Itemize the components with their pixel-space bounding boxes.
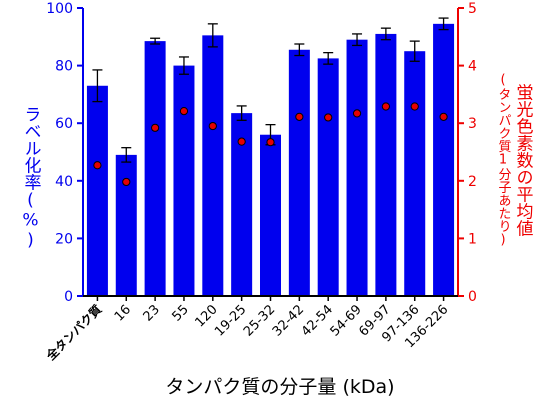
y-tick-label-left: 40 (55, 174, 73, 190)
x-tick-label: 23 (141, 302, 163, 324)
data-point (352, 109, 362, 118)
data-point (208, 121, 217, 131)
y-tick-label-right: 3 (468, 116, 477, 132)
bar (288, 49, 310, 297)
error-bars (92, 17, 449, 163)
data-point (381, 102, 390, 111)
bar (317, 58, 339, 297)
bar (404, 51, 426, 297)
y-axis-label-left: ラベル化率(%) (20, 105, 41, 251)
bar (115, 154, 137, 296)
bar (375, 33, 397, 297)
bar (86, 85, 108, 296)
bar (231, 113, 253, 297)
y-tick-label-left: 100 (46, 1, 73, 17)
y-tick-label-right: 4 (468, 59, 477, 75)
y-tick-label-right: 5 (468, 1, 477, 17)
bar (260, 134, 281, 296)
bar (346, 39, 368, 297)
data-point (324, 113, 333, 122)
y-axis-label-right-sub: (タンパク質1分子あたり) (495, 72, 511, 248)
data-point (266, 138, 275, 147)
data-point (295, 112, 304, 121)
y-tick-label-left: 20 (55, 231, 73, 247)
bar (144, 41, 166, 297)
data-point (93, 161, 102, 170)
x-axis-label: タンパク質の分子量 (kDa) (165, 376, 395, 398)
bar (202, 35, 224, 297)
x-tick-label: 55 (169, 302, 191, 324)
x-tick-label: 54-69 (328, 302, 365, 339)
y-axis-label-right: 蛍光色素数の平均値 (512, 83, 533, 237)
markers (93, 102, 448, 187)
y-tick-label-left: 80 (55, 59, 73, 75)
bar (173, 65, 195, 296)
axes (77, 7, 464, 301)
y-tick-label-left: 60 (55, 116, 73, 132)
x-tick-label: 19-25 (212, 302, 249, 339)
y-tick-label-left: 0 (64, 289, 73, 305)
x-tick-label: 25-32 (241, 302, 278, 339)
y-tick-label-right: 0 (468, 289, 477, 305)
data-point (179, 107, 189, 116)
x-tick-label: 16 (112, 302, 134, 324)
data-point (439, 112, 448, 121)
data-point (122, 177, 131, 187)
data-point (151, 123, 160, 132)
x-tick-label: 32-42 (270, 302, 307, 339)
bars (86, 23, 455, 297)
x-tick-label: 全タンパク質 (42, 302, 104, 364)
y-tick-label-right: 2 (468, 174, 477, 190)
bar (433, 23, 455, 297)
y-tick-label-right: 1 (468, 231, 477, 247)
x-tick-label: 42-54 (299, 302, 336, 339)
data-point (410, 102, 419, 111)
data-point (237, 137, 246, 146)
